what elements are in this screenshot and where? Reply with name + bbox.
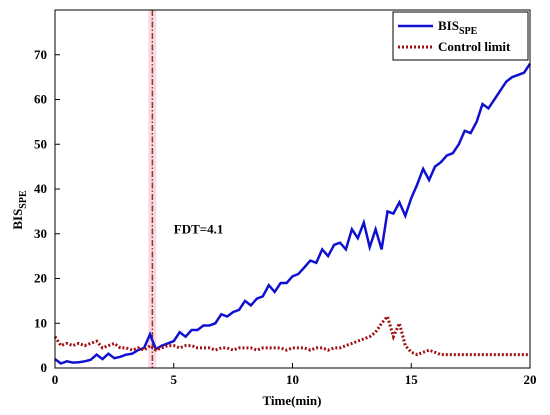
x-tick-label: 20: [524, 372, 537, 387]
y-tick-label: 10: [34, 315, 47, 330]
annotation: FDT=4.1: [174, 221, 224, 236]
y-tick-label: 50: [34, 136, 47, 151]
legend-label-main: BIS: [438, 18, 459, 33]
y-axis-label: BISSPE: [10, 190, 29, 230]
legend-label: BISSPE: [438, 18, 478, 37]
y-axis-label-main: BIS: [10, 209, 25, 230]
x-tick-label: 0: [52, 372, 59, 387]
y-tick-label: 70: [34, 47, 47, 62]
y-tick-label: 0: [41, 360, 48, 375]
x-axis-label: Time(min): [263, 393, 322, 408]
legend-label: Control limit: [438, 39, 511, 54]
y-tick-label: 60: [34, 92, 47, 107]
y-tick-label: 40: [34, 181, 47, 196]
legend-box: [392, 11, 529, 61]
series-line: [53, 313, 530, 357]
y-axis-label-sub: SPE: [18, 190, 29, 209]
x-tick-label: 5: [171, 372, 178, 387]
x-tick-label: 15: [405, 372, 419, 387]
legend-label-main: Control limit: [438, 39, 511, 54]
x-tick-label: 10: [286, 372, 299, 387]
y-tick-label: 30: [34, 226, 47, 241]
series-line: [54, 63, 532, 365]
y-tick-label: 20: [34, 271, 47, 286]
legend-label-sub: SPE: [459, 26, 478, 37]
plot-frame: [54, 9, 531, 369]
fault-band: [148, 10, 157, 368]
